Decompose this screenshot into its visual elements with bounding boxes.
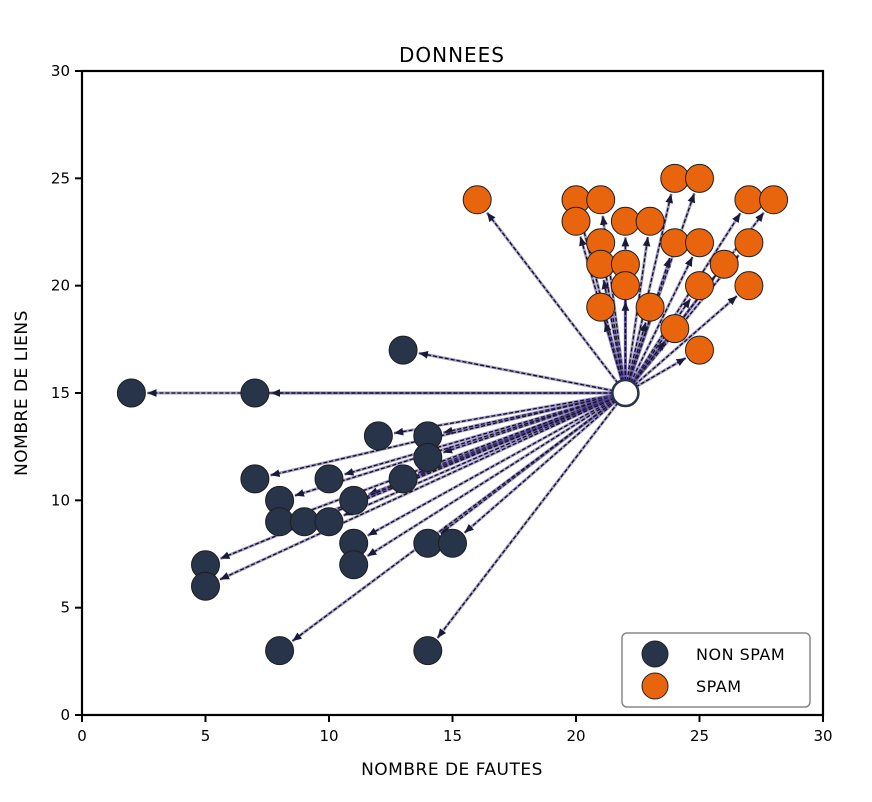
spam-point [734,271,764,301]
spam-point [586,185,616,215]
spam-point [610,206,640,236]
spam-point [635,206,665,236]
plot-axes: 0 5 10 15 20 25 30 0 5 10 15 20 25 30 [51,62,833,745]
spam-point [561,206,591,236]
non-spam-point [240,378,270,408]
x-axis-label: NOMBRE DE FAUTES [361,760,543,780]
spam-point [734,228,764,258]
non-spam-point [388,335,418,365]
edge-line [270,392,626,477]
legend-marker-spam [641,672,669,700]
edge-line [600,258,627,394]
legend: NON SPAM SPAM [621,632,811,708]
non-spam-point [314,507,344,537]
edge-line [219,392,626,581]
y-tick-label: 0 [60,706,70,724]
x-tick-label: 25 [690,727,709,745]
y-tick-label: 20 [51,277,70,295]
legend-label-non-spam: NON SPAM [696,645,785,664]
x-tick-label: 10 [319,727,338,745]
y-axis-label: NOMBRE DE LIENS [12,310,32,476]
spam-point [586,292,616,322]
y-tick-label: 15 [51,384,70,402]
spam-point [685,271,714,301]
y-tick-label: 5 [60,599,70,617]
edge-line [367,392,626,537]
spam-point [660,163,690,193]
spam-point [685,228,714,258]
edge-line [624,193,695,394]
spam-point [709,249,739,279]
chart-title: DONNEES [399,43,505,67]
edge-line [624,340,666,394]
non-spam-point [413,442,443,472]
edge-line [624,237,651,394]
non-spam-point [240,464,270,494]
non-spam-point [314,464,344,494]
query-point [611,378,640,408]
edge-line [464,392,626,534]
legend-label-spam: SPAM [696,677,742,696]
spam-point [462,185,492,215]
non-spam-point [289,507,319,537]
y-tick-label: 25 [51,169,70,187]
edge-line [486,212,626,394]
non-spam-point [413,528,443,558]
x-tick-label: 0 [77,727,87,745]
spam-point [685,335,714,365]
edge-line [292,392,626,642]
spam-point [610,271,640,301]
x-tick-label: 30 [813,727,832,745]
edge-line [220,392,626,560]
non-spam-point [438,528,467,558]
non-spam-point [265,636,295,666]
x-tick-label: 15 [443,727,462,745]
non-spam-point [265,507,295,537]
spam-point [734,185,764,215]
spam-point [586,249,616,279]
non-spam-point [388,464,418,494]
spam-point [759,185,789,215]
spam-point [660,228,690,258]
edge-line [294,392,626,497]
spam-point [685,163,714,193]
non-spam-point [339,485,369,515]
edge-line [624,256,694,394]
edge-line [418,350,626,394]
legend-box [621,632,811,708]
data-points [116,163,789,666]
spam-point [635,292,665,322]
neighbor-edges [147,192,766,643]
x-tick-label: 5 [201,727,211,745]
non-spam-point [413,636,443,666]
x-tick-label: 20 [566,727,585,745]
legend-marker-non-spam [641,640,669,668]
y-tick-label: 10 [51,491,70,509]
edge-line [366,392,626,557]
edge-line [624,295,738,394]
edge-line [624,212,741,394]
non-spam-point [363,421,393,451]
edge-line [437,392,626,639]
non-spam-point [191,571,220,601]
y-tick-label: 30 [51,62,70,80]
edge-line [601,279,627,394]
spam-point [660,314,690,344]
non-spam-point [116,378,146,408]
non-spam-point [339,550,369,580]
